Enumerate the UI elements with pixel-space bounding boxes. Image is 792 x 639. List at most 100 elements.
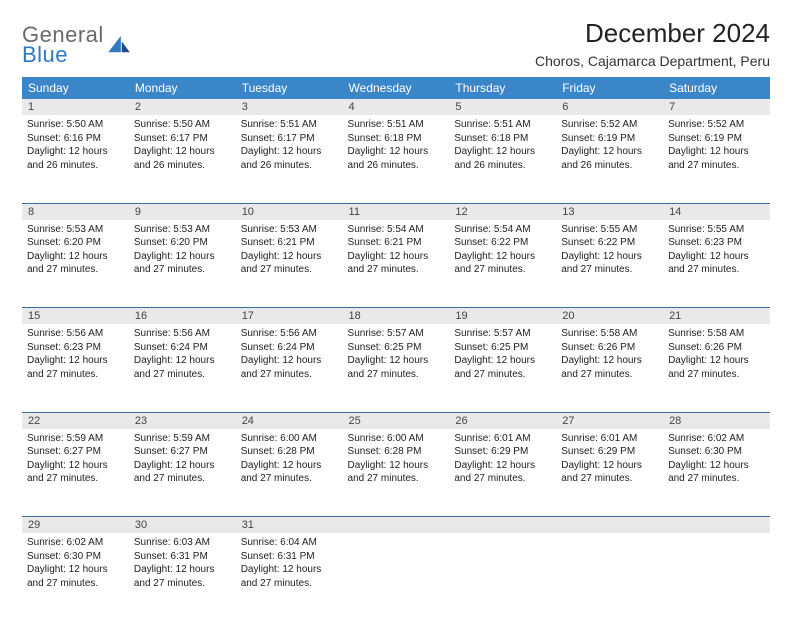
sunset-line: Sunset: 6:17 PM (241, 132, 338, 146)
day-details: Sunrise: 6:01 AMSunset: 6:29 PMDaylight:… (454, 432, 551, 486)
daylight-line: Daylight: 12 hours and 27 minutes. (348, 250, 445, 277)
day-number-cell: 11 (343, 203, 450, 220)
day-number-cell: 23 (129, 412, 236, 429)
day-details: Sunrise: 6:04 AMSunset: 6:31 PMDaylight:… (241, 536, 338, 590)
week-row: Sunrise: 5:50 AM Sunset: 6:16 PM Daylight:… (22, 115, 770, 203)
daylight-line: Daylight: 12 hours and 27 minutes. (561, 459, 658, 486)
day-details: Sunrise: 5:56 AMSunset: 6:24 PMDaylight:… (134, 327, 231, 381)
daylight-line: Daylight: 12 hours and 27 minutes. (241, 354, 338, 381)
day-details: Sunrise: 5:50 AMSunset: 6:17 PMDaylight:… (134, 118, 231, 172)
weekday-header: Monday (129, 77, 236, 99)
sunset-line: Sunset: 6:28 PM (348, 445, 445, 459)
day-details: Sunrise: 5:52 AMSunset: 6:19 PMDaylight:… (561, 118, 658, 172)
sunrise-line: Sunrise: 5:54 AM (348, 223, 445, 237)
day-number-cell: 15 (22, 308, 129, 325)
sunset-line: Sunset: 6:21 PM (348, 236, 445, 250)
brand-text: General Blue (22, 22, 104, 68)
day-number-cell: 14 (663, 203, 770, 220)
weekday-header: Tuesday (236, 77, 343, 99)
day-details: Sunrise: 5:56 AMSunset: 6:23 PMDaylight:… (27, 327, 124, 381)
day-cell: Sunrise: 5:54 AMSunset: 6:22 PMDaylight:… (449, 220, 556, 308)
sunset-line: Sunset: 6:22 PM (561, 236, 658, 250)
daylight-line: Daylight: 12 hours and 26 minutes. (348, 145, 445, 172)
sunset-line: Sunset: 6:21 PM (241, 236, 338, 250)
sunset-line: Sunset: 6:26 PM (668, 341, 765, 355)
day-cell: Sunrise: 6:04 AMSunset: 6:31 PMDaylight:… (236, 533, 343, 621)
daylight-line: Daylight: 12 hours and 27 minutes. (668, 145, 765, 172)
sunrise-line: Sunrise: 5:56 AM (27, 327, 124, 341)
daylight-line: Daylight: 12 hours and 27 minutes. (27, 250, 124, 277)
day-cell: Sunrise: 5:58 AMSunset: 6:26 PMDaylight:… (556, 324, 663, 412)
sunrise-line: Sunrise: 5:52 AM (668, 118, 765, 132)
daynum-row: 22232425262728 (22, 412, 770, 429)
day-details: Sunrise: 5:57 AMSunset: 6:25 PMDaylight:… (348, 327, 445, 381)
day-details: Sunrise: 5:53 AMSunset: 6:20 PMDaylight:… (27, 223, 124, 277)
daylight-line: Daylight: 12 hours and 26 minutes. (561, 145, 658, 172)
sunrise-line: Sunrise: 5:58 AM (668, 327, 765, 341)
sunrise-line: Sunrise: 5:56 AM (134, 327, 231, 341)
daylight-line: Daylight: 12 hours and 27 minutes. (241, 563, 338, 590)
day-cell: Sunrise: 6:00 AMSunset: 6:28 PMDaylight:… (343, 429, 450, 517)
day-details: Sunrise: 6:02 AMSunset: 6:30 PMDaylight:… (27, 536, 124, 590)
daylight-line: Daylight: 12 hours and 27 minutes. (668, 250, 765, 277)
day-cell: Sunrise: 5:50 AMSunset: 6:17 PMDaylight:… (129, 115, 236, 203)
day-details: Sunrise: 5:53 AMSunset: 6:21 PMDaylight:… (241, 223, 338, 277)
day-cell: Sunrise: 5:56 AMSunset: 6:24 PMDaylight:… (236, 324, 343, 412)
day-number-cell: 27 (556, 412, 663, 429)
daynum-row: 891011121314 (22, 203, 770, 220)
day-number-cell: 9 (129, 203, 236, 220)
day-number-cell: 4 (343, 99, 450, 115)
daylight-line: Daylight: 12 hours and 27 minutes. (454, 250, 551, 277)
daynum-row: 1234567 (22, 99, 770, 115)
day-cell: Sunrise: 5:51 AMSunset: 6:18 PMDaylight:… (343, 115, 450, 203)
sunset-line: Sunset: 6:19 PM (561, 132, 658, 146)
day-details: Sunrise: 5:59 AMSunset: 6:27 PMDaylight:… (134, 432, 231, 486)
daylight-line: Daylight: 12 hours and 27 minutes. (668, 354, 765, 381)
weekday-header: Wednesday (343, 77, 450, 99)
day-number-cell: 3 (236, 99, 343, 115)
day-number-cell: 13 (556, 203, 663, 220)
day-details: Sunrise: 6:00 AMSunset: 6:28 PMDaylight:… (241, 432, 338, 486)
sunrise-line: Sunrise: 5:50 AM (134, 118, 231, 132)
sunrise-line: Sunrise: 5:54 AM (454, 223, 551, 237)
day-number-cell: 17 (236, 308, 343, 325)
sunrise-line: Sunrise: 6:00 AM (348, 432, 445, 446)
sunrise-line: Sunrise: 5:53 AM (27, 223, 124, 237)
daylight-line: Daylight: 12 hours and 27 minutes. (241, 250, 338, 277)
sunset-line: Sunset: 6:30 PM (668, 445, 765, 459)
sunset-line: Sunset: 6:27 PM (27, 445, 124, 459)
day-details: Sunrise: 5:57 AMSunset: 6:25 PMDaylight:… (454, 327, 551, 381)
sunset-line: Sunset: 6:22 PM (454, 236, 551, 250)
sunrise-line: Sunrise: 5:55 AM (561, 223, 658, 237)
day-cell: Sunrise: 5:54 AMSunset: 6:21 PMDaylight:… (343, 220, 450, 308)
sunset-line: Sunset: 6:29 PM (454, 445, 551, 459)
topbar: General Blue December 2024 Choros, Cajam… (22, 18, 770, 69)
daylight-line: Daylight: 12 hours and 27 minutes. (27, 459, 124, 486)
sunset-line: Sunset: 6:24 PM (241, 341, 338, 355)
daylight-line: Daylight: 12 hours and 27 minutes. (134, 563, 231, 590)
sunset-line: Sunset: 6:27 PM (134, 445, 231, 459)
day-number-cell: 5 (449, 99, 556, 115)
day-details: Sunrise: 5:51 AMSunset: 6:17 PMDaylight:… (241, 118, 338, 172)
day-cell: Sunrise: 5:57 AMSunset: 6:25 PMDaylight:… (343, 324, 450, 412)
sunset-line: Sunset: 6:16 PM (27, 132, 124, 146)
sunset-line: Sunset: 6:31 PM (134, 550, 231, 564)
day-cell: Sunrise: 5:59 AMSunset: 6:27 PMDaylight:… (129, 429, 236, 517)
month-title: December 2024 (535, 18, 770, 49)
day-number-cell (556, 517, 663, 534)
sunrise-line: Sunrise: 5:51 AM (454, 118, 551, 132)
day-details: Sunrise: 5:58 AMSunset: 6:26 PMDaylight:… (668, 327, 765, 381)
day-number-cell: 6 (556, 99, 663, 115)
day-cell: Sunrise: 6:02 AMSunset: 6:30 PMDaylight:… (663, 429, 770, 517)
day-cell (449, 533, 556, 621)
weekday-header: Sunday (22, 77, 129, 99)
daynum-row: 293031 (22, 517, 770, 534)
day-cell: Sunrise: 5:58 AMSunset: 6:26 PMDaylight:… (663, 324, 770, 412)
sunrise-line: Sunrise: 5:51 AM (348, 118, 445, 132)
sunset-line: Sunset: 6:20 PM (134, 236, 231, 250)
day-number-cell: 16 (129, 308, 236, 325)
week-row: Sunrise: 6:02 AMSunset: 6:30 PMDaylight:… (22, 533, 770, 621)
day-cell: Sunrise: 6:03 AMSunset: 6:31 PMDaylight:… (129, 533, 236, 621)
sunrise-line: Sunrise: 5:59 AM (27, 432, 124, 446)
day-cell: Sunrise: 5:53 AMSunset: 6:20 PMDaylight:… (129, 220, 236, 308)
